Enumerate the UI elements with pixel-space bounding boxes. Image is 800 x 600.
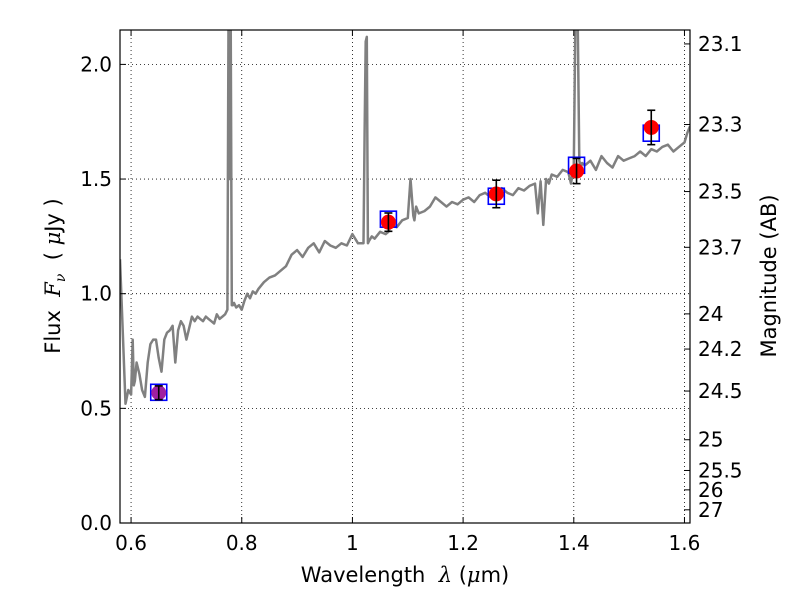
magnitude-tick-label: 25 (698, 428, 723, 452)
y-tick-label: 1.0 (80, 282, 112, 306)
magnitude-tick-label: 27 (698, 498, 723, 522)
spectrum-line (120, 30, 690, 406)
photometry-point (567, 156, 586, 185)
magnitude-tick-label: 26 (698, 478, 723, 502)
photometry-point (379, 210, 398, 233)
magnitude-tick-label: 24.2 (698, 337, 743, 361)
y-axis-ticks: 0.0 0.5 1.0 1.5 2.0 (80, 52, 126, 535)
magnitude-tick-label: 24 (698, 302, 723, 326)
spectrum-layer (120, 30, 690, 406)
y-tick-label: 0.5 (80, 396, 112, 420)
plot-area-frame (119, 29, 691, 524)
right-axis-title: Magnitude (AB) (757, 194, 781, 357)
magnitude-tick-label: 23.5 (698, 180, 743, 204)
y-tick-label: 0.0 (80, 511, 112, 535)
x-tick-label: 1.2 (447, 531, 479, 555)
x-axis-ticks: 0.6 0.8 1 1.2 1.4 1.6 (115, 30, 700, 555)
y-tick-label: 2.0 (80, 52, 112, 76)
grid-lines (120, 30, 690, 524)
photometry-points (149, 109, 661, 402)
x-tick-label: 0.8 (226, 531, 258, 555)
photometry-point (149, 383, 168, 402)
magnitude-tick-label: 25.5 (698, 458, 743, 482)
x-tick-label: 1.6 (669, 531, 701, 555)
x-tick-label: 0.6 (115, 531, 147, 555)
x-axis-title: Wavelength λ (μm) (301, 563, 509, 587)
photometry-point (487, 179, 506, 209)
y-tick-label: 1.5 (80, 167, 112, 191)
x-tick-label: 1 (346, 531, 359, 555)
magnitude-tick-label: 23.7 (698, 235, 743, 259)
x-tick-label: 1.4 (558, 531, 590, 555)
magnitude-tick-label: 23.3 (698, 113, 743, 137)
magnitude-tick-label: 23.1 (698, 32, 743, 56)
photometry-point (642, 109, 661, 146)
magnitude-tick-label: 24.5 (698, 379, 743, 403)
y-axis-title: Flux Fν ( μJy ) (41, 198, 69, 353)
